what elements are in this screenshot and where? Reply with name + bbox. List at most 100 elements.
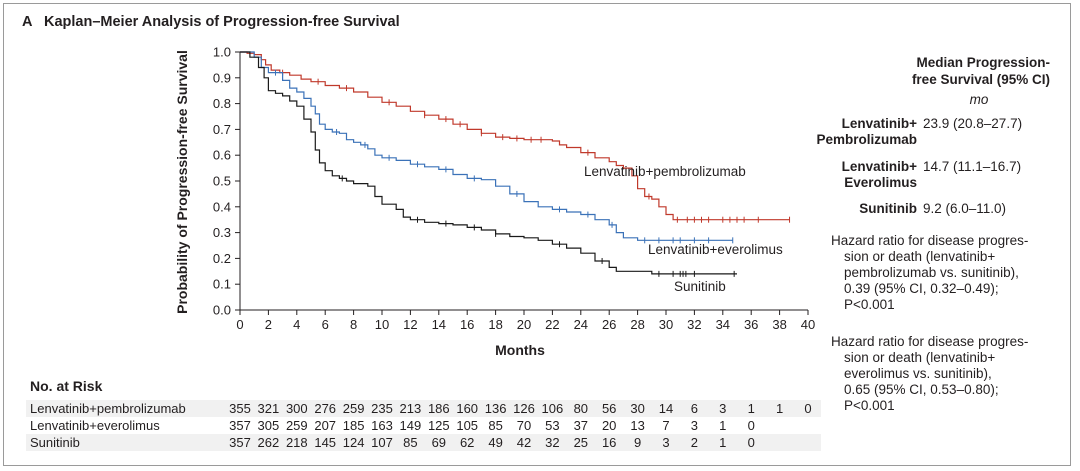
x-tick-label-18: 36 (744, 317, 758, 332)
risk-value-0-1: 321 (258, 401, 280, 416)
median-header-line-1: Median Progression- (916, 55, 1050, 70)
x-tick-label-3: 6 (322, 317, 329, 332)
y-axis-label: Probability of Progression-free Survival (174, 50, 190, 314)
curve-label-pembrolizumab: Lenvatinib+pembrolizumab (584, 164, 746, 179)
risk-value-0-6: 213 (400, 401, 422, 416)
risk-table-title: No. at Risk (30, 378, 103, 394)
median-row-3-name: Sunitinib (859, 201, 917, 216)
y-tick-label-5: 0.5 (213, 174, 231, 189)
risk-value-0-7: 186 (428, 401, 450, 416)
x-tick-label-2: 4 (293, 317, 300, 332)
risk-value-2-17: 1 (719, 435, 726, 450)
median-row-1-value: 23.9 (20.8–27.7) (923, 116, 1022, 131)
hazard1-line-3: pembrolizumab vs. sunitinib), (844, 265, 1019, 280)
risk-value-2-15: 3 (662, 435, 669, 450)
y-tick-label-4: 0.4 (213, 199, 231, 214)
risk-value-1-17: 1 (719, 418, 726, 433)
y-tick-label-10: 1.0 (213, 45, 231, 60)
risk-value-2-5: 107 (371, 435, 393, 450)
panel-letter: A (22, 14, 33, 30)
risk-value-2-0: 357 (229, 435, 251, 450)
risk-value-0-14: 30 (630, 401, 644, 416)
x-tick-label-13: 26 (602, 317, 616, 332)
risk-value-2-7: 69 (432, 435, 446, 450)
risk-value-1-14: 13 (630, 418, 644, 433)
risk-value-0-5: 235 (371, 401, 393, 416)
risk-row-1-name: Lenvatinib+pembrolizumab (30, 401, 186, 416)
hazard-ratio-1: Hazard ratio for disease progres- sion o… (831, 233, 1028, 312)
risk-value-1-15: 7 (662, 418, 669, 433)
risk-value-2-14: 9 (634, 435, 641, 450)
km-curve-0 (240, 51, 790, 221)
y-tick-label-8: 0.8 (213, 96, 231, 111)
risk-value-0-11: 106 (542, 401, 564, 416)
risk-value-2-2: 218 (286, 435, 308, 450)
risk-value-2-1: 262 (258, 435, 280, 450)
median-unit: mo (970, 92, 989, 107)
x-tick-label-9: 18 (488, 317, 502, 332)
risk-value-0-16: 6 (691, 401, 698, 416)
risk-value-2-9: 49 (488, 435, 502, 450)
hazard2-line-4: 0.65 (95% CI, 0.53–0.80); (844, 382, 999, 397)
curve-label-sunitinib: Sunitinib (674, 279, 726, 294)
x-tick-label-6: 12 (403, 317, 417, 332)
y-tick-label-0: 0.0 (213, 303, 231, 318)
median-row-2-name-2: Everolimus (844, 175, 917, 190)
risk-value-1-4: 185 (343, 418, 365, 433)
risk-value-2-13: 16 (602, 435, 616, 450)
risk-value-1-10: 70 (517, 418, 531, 433)
risk-value-0-10: 126 (513, 401, 535, 416)
risk-value-0-4: 259 (343, 401, 365, 416)
risk-value-2-18: 0 (748, 435, 755, 450)
x-tick-label-5: 10 (375, 317, 389, 332)
km-curve-2 (240, 51, 737, 275)
median-row-2-name-1: Lenvatinib+ (842, 159, 918, 174)
risk-values: 355 321 300 276 259 235 213 186 160 136 126 106 80 56… (229, 401, 811, 450)
hazard2-line-3: everolimus vs. sunitinib), (844, 366, 992, 381)
risk-value-2-3: 145 (314, 435, 336, 450)
y-tick-label-1: 0.1 (213, 277, 231, 292)
hazard-ratio-2: Hazard ratio for disease progres- sion o… (831, 334, 1028, 413)
hazard1-line-5: P<0.001 (844, 297, 895, 312)
median-row-1-name-2: Pembrolizumab (816, 132, 917, 147)
risk-row-3-shading (26, 434, 821, 451)
risk-row-2-name: Lenvatinib+everolimus (30, 418, 160, 433)
risk-value-2-11: 32 (545, 435, 559, 450)
x-tick-label-20: 40 (801, 317, 815, 332)
x-tick-label-1: 2 (265, 317, 272, 332)
risk-value-1-0: 357 (229, 418, 251, 433)
y-tick-label-3: 0.3 (213, 225, 231, 240)
km-curve-1 (240, 51, 733, 241)
figure-frame: A Kaplan–Meier Analysis of Progression-f… (3, 3, 1071, 466)
risk-value-1-11: 53 (545, 418, 559, 433)
risk-value-1-13: 20 (602, 418, 616, 433)
risk-value-1-2: 259 (286, 418, 308, 433)
risk-value-0-17: 3 (719, 401, 726, 416)
median-pfs-panel: Median Progression- free Survival (95% C… (816, 55, 1050, 413)
y-tick-label-9: 0.9 (213, 70, 231, 85)
x-tick-label-12: 24 (574, 317, 588, 332)
hazard2-line-2: sion or death (lenvatinib+ (844, 350, 995, 365)
median-row-3-value: 9.2 (6.0–11.0) (923, 201, 1006, 216)
x-tick-label-17: 34 (716, 317, 730, 332)
risk-value-0-3: 276 (314, 401, 336, 416)
x-axis-label: Months (495, 342, 545, 358)
x-tick-label-0: 0 (236, 317, 243, 332)
risk-value-1-6: 149 (400, 418, 422, 433)
risk-value-0-0: 355 (229, 401, 251, 416)
survival-curves (240, 51, 791, 277)
axes: 0 2 4 6 8 10 12 14 16 18 20 22 24 26 28 30 32 34 36 38 400.0… (213, 45, 815, 333)
x-tick-label-16: 32 (687, 317, 701, 332)
x-tick-label-14: 28 (630, 317, 644, 332)
km-chart: A Kaplan–Meier Analysis of Progression-f… (22, 14, 1050, 451)
x-tick-label-4: 8 (350, 317, 357, 332)
median-row-1-name-1: Lenvatinib+ (842, 116, 918, 131)
x-tick-label-7: 14 (432, 317, 446, 332)
risk-value-1-3: 207 (314, 418, 336, 433)
risk-value-1-1: 305 (258, 418, 280, 433)
risk-value-2-10: 42 (517, 435, 531, 450)
risk-value-0-19: 1 (776, 401, 783, 416)
risk-value-1-18: 0 (748, 418, 755, 433)
hazard1-line-4: 0.39 (95% CI, 0.32–0.49); (844, 281, 999, 296)
risk-value-0-20: 0 (804, 401, 811, 416)
